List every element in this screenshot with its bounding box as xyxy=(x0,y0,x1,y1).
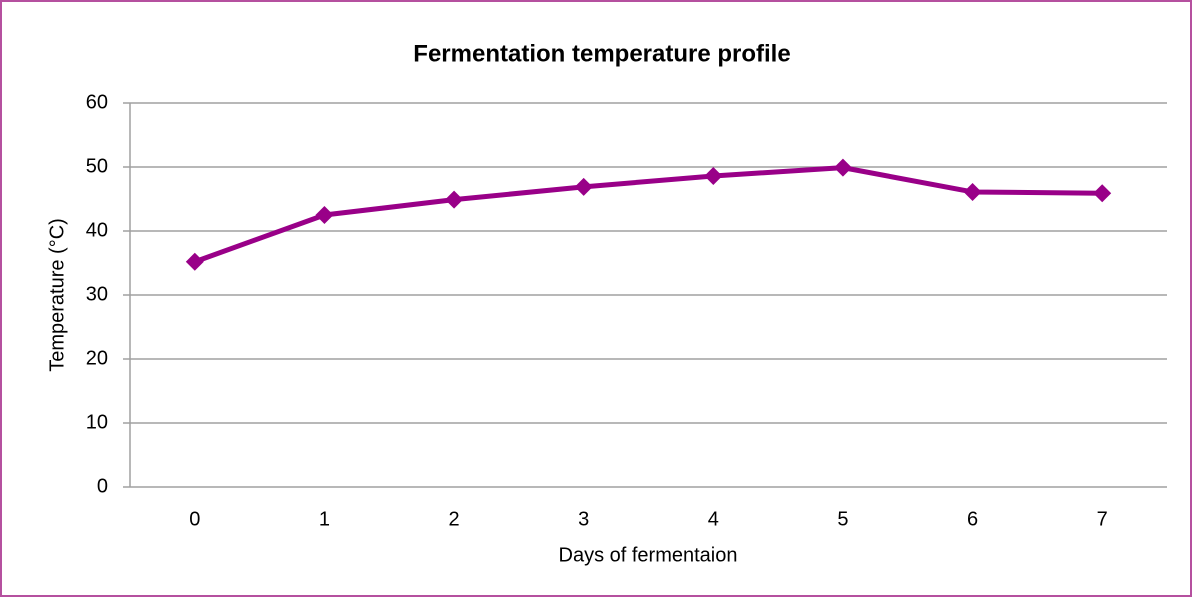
x-tick-label: 0 xyxy=(189,508,200,530)
y-tick-label: 10 xyxy=(86,411,108,433)
x-tick-label: 5 xyxy=(837,508,848,530)
y-tick-label: 0 xyxy=(97,475,108,497)
data-point xyxy=(185,252,204,271)
y-tick-label: 50 xyxy=(86,155,108,177)
x-tick-label: 3 xyxy=(578,508,589,530)
data-point xyxy=(833,158,852,177)
data-point xyxy=(445,190,464,209)
data-point xyxy=(574,177,593,196)
y-axis-label: Temperature (°C) xyxy=(46,218,68,372)
x-tick-label: 1 xyxy=(319,508,330,530)
y-tick-label: 30 xyxy=(86,283,108,305)
y-tick-label: 40 xyxy=(86,219,108,241)
data-point xyxy=(963,182,982,201)
x-axis-label: Days of fermentaion xyxy=(559,544,738,566)
y-tick-label: 20 xyxy=(86,347,108,369)
x-tick-label: 4 xyxy=(708,508,719,530)
y-tick-label: 60 xyxy=(86,91,108,113)
data-line xyxy=(193,165,1103,265)
x-tick-label: 6 xyxy=(967,508,978,530)
x-tick-label: 7 xyxy=(1097,508,1108,530)
data-point xyxy=(315,206,334,224)
data-point xyxy=(1093,184,1112,203)
chart-title: Fermentation temperature profile xyxy=(413,40,790,67)
x-tick-label: 2 xyxy=(449,508,460,530)
data-point xyxy=(704,166,723,185)
